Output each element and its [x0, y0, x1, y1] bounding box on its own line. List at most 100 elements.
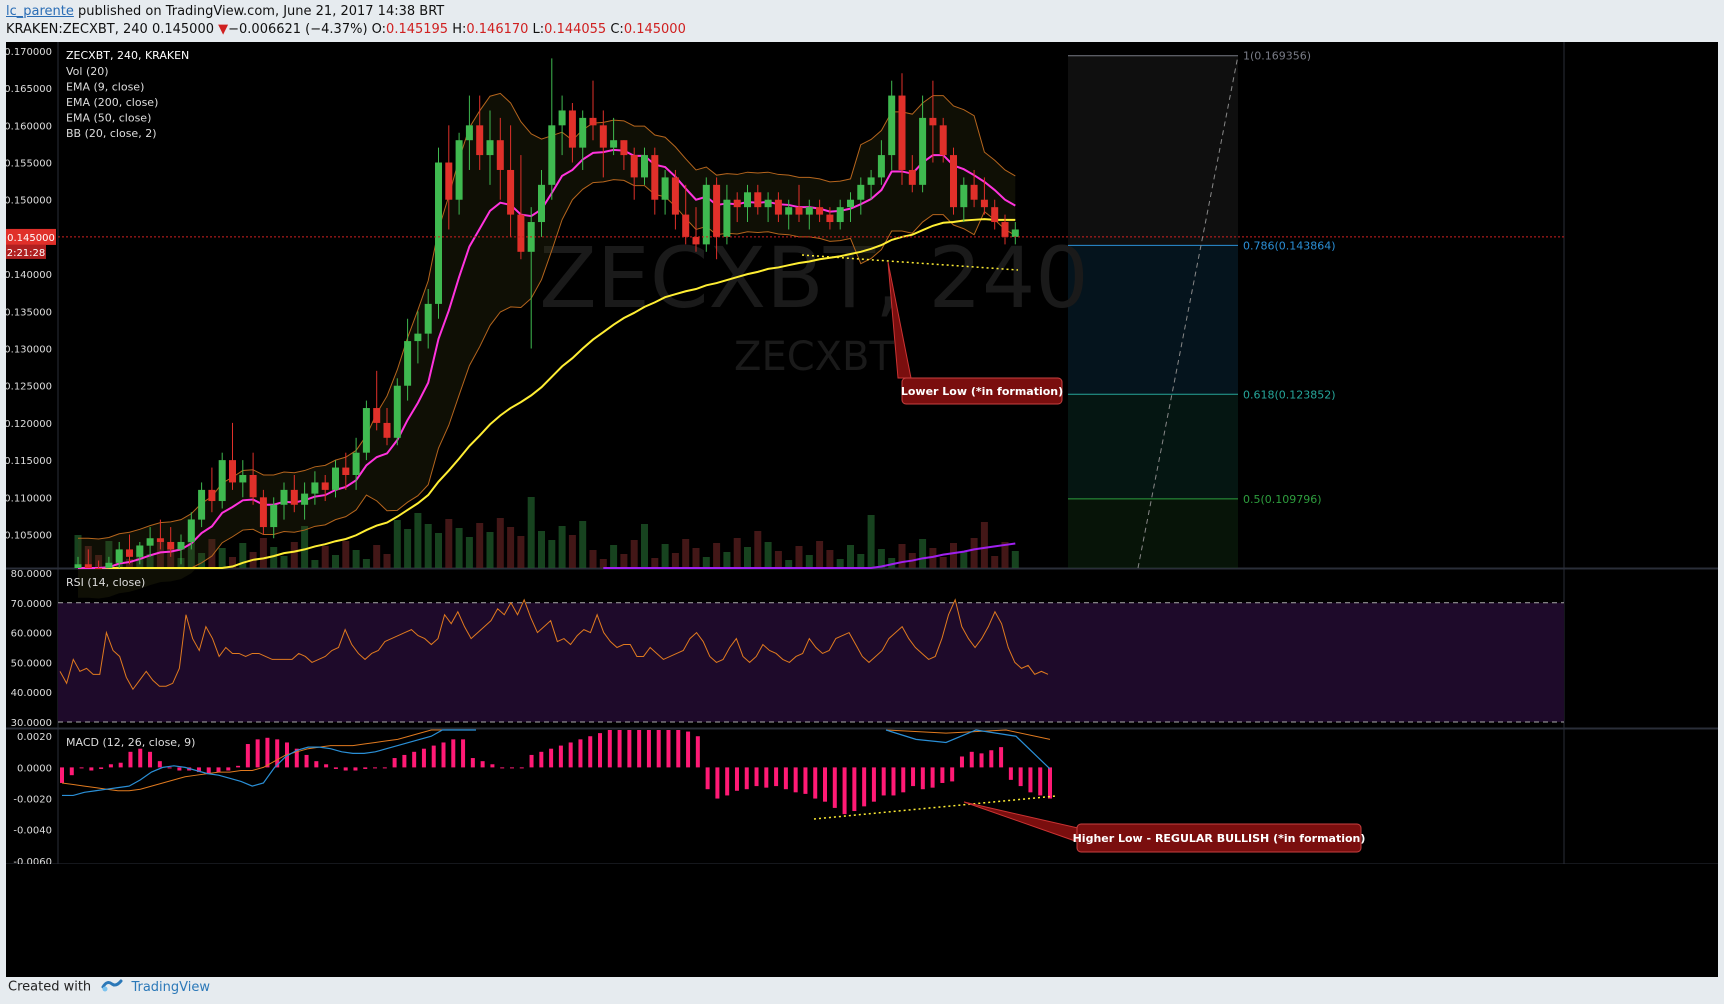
legend-indicator: EMA (200, close)	[66, 96, 158, 109]
volume-bar	[713, 543, 721, 568]
tradingview-brand[interactable]: TradingView	[131, 979, 210, 995]
volume-bar	[661, 544, 669, 568]
rsi-tick-label: 50.0000	[11, 658, 52, 669]
volume-bar	[373, 545, 381, 568]
candle-body	[795, 207, 803, 215]
macd-histogram-bar	[324, 764, 329, 768]
candle-body	[568, 110, 576, 148]
macd-histogram-bar	[148, 751, 153, 768]
macd-histogram-bar	[304, 754, 309, 768]
publish-line: lc_parente published on TradingView.com,…	[6, 4, 444, 19]
candle-body	[785, 207, 793, 215]
volume-bar	[970, 538, 978, 568]
candle-body	[424, 303, 432, 334]
macd-tick-label: 0.0020	[17, 732, 52, 743]
macd-histogram-bar	[343, 767, 348, 771]
volume-bar	[950, 543, 957, 568]
candle-body	[517, 214, 525, 252]
macd-histogram-bar	[617, 730, 622, 768]
macd-histogram-bar	[969, 751, 974, 768]
volume-bar	[507, 527, 515, 568]
volume-bar	[362, 559, 370, 568]
macd-histogram-bar	[392, 758, 397, 768]
candle-body	[919, 117, 927, 185]
macd-histogram-bar	[431, 745, 436, 768]
volume-bar	[568, 535, 576, 568]
chart-canvas[interactable]: ZECXBT, 240 ZECXBT 1(0.169356) 0.786(0.1438…	[6, 42, 1718, 977]
current-price-tag-label: 0.145000	[7, 233, 55, 244]
chart-frame[interactable]: ZECXBT, 240 ZECXBT 1(0.169356) 0.786(0.1438…	[6, 42, 1718, 977]
volume-bar	[682, 539, 690, 568]
macd-histogram-bar	[598, 733, 603, 768]
macd-tick-label: -0.0020	[13, 795, 52, 806]
volume-bar	[651, 558, 659, 568]
bollinger-lower	[78, 179, 1016, 569]
volume-bar	[527, 497, 535, 568]
volume-bar	[435, 533, 442, 568]
candle-body	[229, 460, 236, 483]
candle-body	[249, 475, 257, 498]
volume-bar	[311, 560, 319, 568]
volume-bar	[558, 526, 566, 568]
macd-histogram-bar	[1028, 767, 1033, 793]
macd-histogram-bar	[823, 767, 828, 802]
macd-histogram-bar	[627, 730, 632, 768]
candle-body	[651, 155, 659, 200]
price-tick-label: 0.105000	[6, 531, 52, 542]
volume-bar	[888, 558, 896, 568]
volume-bar	[641, 524, 648, 568]
macd-histogram-bar	[588, 736, 593, 768]
macd-histogram-bar	[421, 748, 426, 768]
candle-body	[620, 140, 628, 156]
author-link[interactable]: lc_parente	[6, 4, 74, 19]
candle-body	[548, 125, 556, 185]
macd-histogram-bar	[891, 767, 896, 796]
candle-body	[208, 489, 216, 502]
volume-bar	[754, 531, 762, 568]
candle-body	[970, 184, 978, 200]
legend-indicator: EMA (9, close)	[66, 81, 144, 94]
higher-low-box	[1076, 823, 1362, 853]
candle-body	[630, 155, 638, 178]
volume-bar	[939, 557, 947, 568]
volume-bar	[404, 529, 412, 568]
macd-histogram-bar	[69, 767, 74, 776]
macd-histogram-bar	[842, 767, 847, 815]
macd-histogram-bar	[666, 730, 671, 768]
current-price-tag	[6, 228, 56, 245]
volume-bar	[764, 542, 772, 568]
macd-histogram-bar	[363, 767, 368, 769]
candle-body	[713, 184, 721, 237]
volume-bar	[538, 531, 545, 568]
macd-histogram-bar	[60, 767, 64, 783]
candle-body	[198, 489, 206, 520]
candle-body	[589, 117, 597, 126]
volume-bar	[167, 549, 175, 568]
rsi-band	[58, 602, 1564, 723]
candle-body	[610, 140, 618, 148]
volume-bar	[229, 557, 236, 568]
candle-body	[270, 504, 278, 528]
macd-line-recent	[885, 729, 1051, 770]
volume-bar	[620, 554, 628, 568]
volume-bar	[496, 518, 504, 568]
candle-body	[774, 199, 782, 215]
volume-bar	[991, 556, 999, 568]
candle-body	[888, 95, 896, 156]
volume-bar	[393, 520, 401, 568]
chart-header: lc_parente published on TradingView.com,…	[6, 2, 1716, 42]
macd-histogram-bar	[451, 739, 456, 768]
macd-histogram-bar	[646, 730, 651, 768]
volume-bar	[733, 538, 741, 568]
macd-histogram-bar	[265, 737, 270, 768]
candle-body	[950, 155, 957, 208]
candle-body	[414, 333, 422, 342]
candle-body	[465, 125, 473, 141]
macd-histogram-bar	[519, 767, 524, 769]
fib-diagonal-line	[1137, 55, 1239, 569]
macd-line	[62, 729, 476, 797]
macd-histogram-bar	[216, 767, 221, 773]
price-tick-label: 0.130000	[6, 345, 52, 356]
volume-bar	[919, 539, 927, 568]
volume-bar	[671, 553, 679, 568]
